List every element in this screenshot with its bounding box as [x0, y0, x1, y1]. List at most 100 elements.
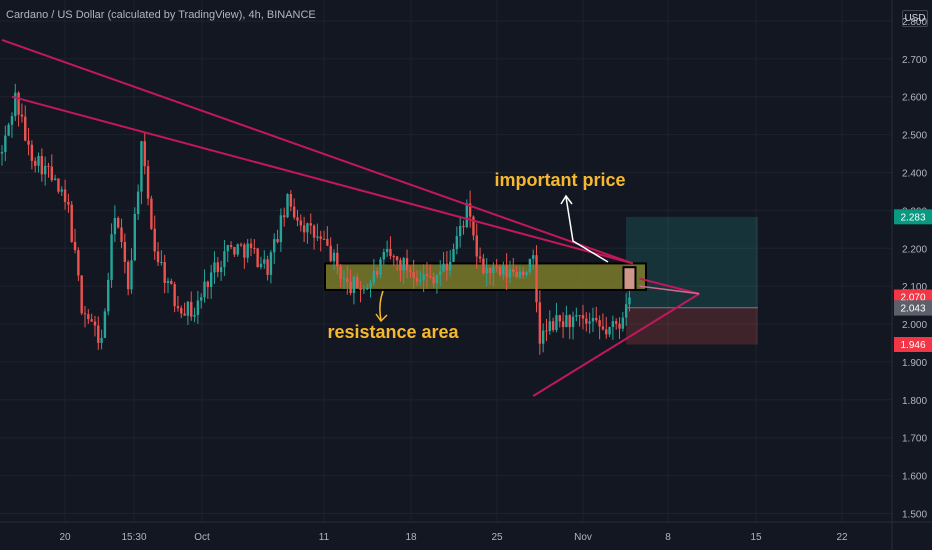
candle-body: [389, 248, 392, 256]
candle-body: [382, 252, 385, 260]
candle-body: [482, 258, 485, 274]
y-tick-label: 1.500: [902, 509, 927, 520]
x-tick-label: 20: [59, 532, 71, 543]
candle-body: [419, 280, 422, 282]
candle-body: [166, 280, 170, 284]
candle-body: [90, 319, 93, 322]
important-price-arrowhead: [560, 194, 573, 205]
candle-body: [535, 255, 538, 303]
candle-body: [336, 252, 339, 267]
candle-body: [236, 244, 239, 255]
rising-support-line[interactable]: [532, 292, 700, 397]
candle-body: [233, 247, 236, 255]
candle-body: [190, 301, 193, 317]
candle-body: [449, 261, 452, 271]
candle-body: [316, 236, 319, 238]
candle-body: [150, 198, 153, 229]
resistance-zone: [324, 262, 647, 291]
candle-body: [561, 321, 565, 327]
wedge-lower-line[interactable]: [639, 285, 700, 295]
candle-body: [173, 284, 176, 307]
candle-body: [213, 262, 216, 273]
upper-trendline[interactable]: [1, 38, 634, 265]
candle-body: [415, 278, 419, 282]
candle-body: [432, 276, 435, 284]
candle-body: [442, 263, 445, 272]
trendlines[interactable]: [1, 38, 700, 397]
candle-body: [409, 270, 412, 273]
candle-body: [568, 315, 571, 328]
candle-body: [379, 259, 382, 275]
grid-lines: [0, 0, 892, 522]
candle-body: [555, 315, 558, 331]
candle-body: [525, 272, 528, 276]
candle-body: [43, 165, 47, 175]
candle-body: [601, 326, 605, 330]
candle-body: [518, 271, 522, 278]
candle-body: [24, 116, 27, 141]
candle-body: [34, 160, 37, 166]
candle-body: [130, 260, 133, 290]
candle-body: [83, 313, 87, 315]
candle-body: [117, 217, 120, 228]
candle-body: [558, 315, 561, 322]
candle-body: [405, 258, 409, 271]
candle-body: [356, 277, 359, 289]
candle-body: [107, 279, 110, 312]
candle-body: [332, 252, 336, 262]
candle-body: [206, 281, 210, 288]
candle-body: [429, 276, 432, 278]
candle-body: [575, 315, 578, 317]
candle-body: [326, 238, 329, 246]
currency-button[interactable]: USD: [902, 10, 928, 27]
candle-body: [462, 225, 465, 228]
candle-body: [103, 311, 107, 338]
wedge-upper-line[interactable]: [639, 277, 700, 295]
candle-body: [93, 321, 97, 326]
candle-body: [57, 178, 60, 192]
candle-body: [458, 225, 462, 237]
candle-body: [259, 263, 263, 268]
y-tick-label: 2.400: [902, 168, 927, 179]
candle-body: [253, 247, 256, 249]
y-tick-label: 2.000: [902, 320, 927, 331]
price-label-target: 2.283: [900, 212, 925, 223]
candle-body: [538, 302, 542, 344]
candle-body: [219, 267, 223, 272]
candle-body: [512, 269, 515, 272]
candle-body: [435, 275, 439, 284]
y-tick-label: 2.200: [902, 244, 927, 255]
candle-body: [375, 271, 379, 275]
candle-body: [342, 278, 346, 280]
candle-body: [110, 234, 113, 280]
candle-body: [186, 301, 190, 316]
candle-body: [522, 271, 525, 276]
candle-body: [176, 306, 180, 309]
middle-trendline[interactable]: [11, 95, 634, 265]
candle-body: [123, 241, 127, 262]
target-zone: [626, 216, 758, 308]
important-price-label: important price: [494, 170, 625, 190]
candle-body: [445, 263, 449, 271]
candle-body: [27, 140, 30, 145]
candle-body: [156, 251, 160, 263]
candle-body: [73, 241, 77, 251]
candle-body: [196, 300, 200, 315]
candle-body: [292, 206, 296, 218]
x-tick-label: 22: [836, 532, 848, 543]
candle-body: [588, 321, 591, 324]
candle-body: [70, 204, 73, 242]
candle-body: [203, 281, 206, 298]
candle-body: [283, 215, 286, 218]
annotations[interactable]: important price resistance area: [327, 170, 637, 342]
candle-body: [160, 262, 163, 264]
candle-body: [541, 330, 545, 344]
candle-body: [439, 271, 442, 276]
y-tick-label: 1.700: [902, 434, 927, 445]
candle-body: [256, 248, 259, 268]
candle-body: [605, 329, 608, 335]
candle-body: [67, 201, 70, 205]
candle-body: [80, 275, 83, 314]
